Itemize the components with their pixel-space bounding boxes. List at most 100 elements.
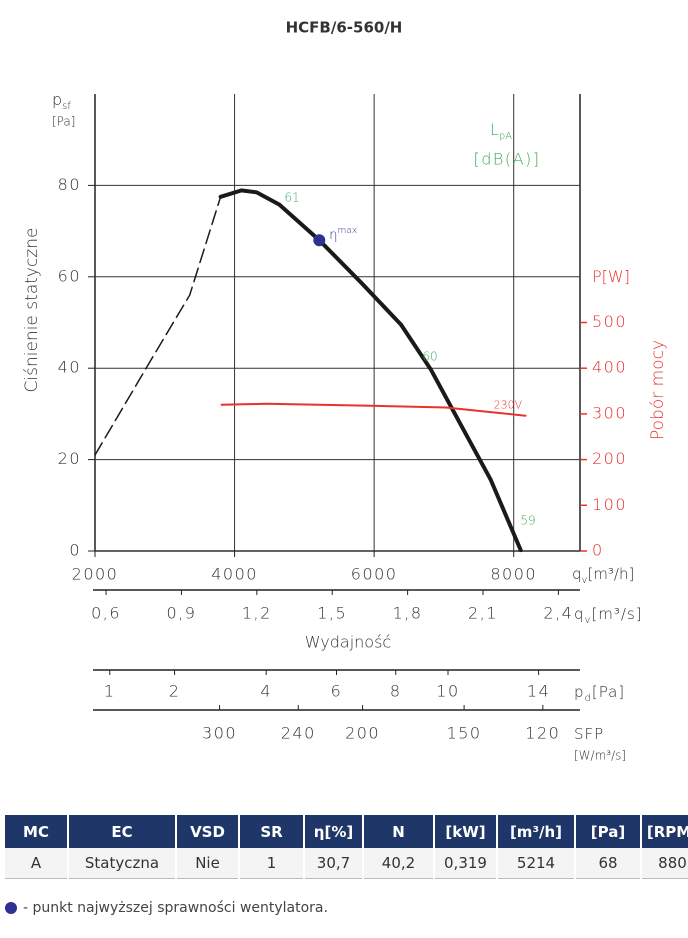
extra-axis-symbol-part: v — [585, 615, 592, 626]
chart-title: HCFB/6-560/H — [286, 19, 403, 37]
extra-axis-symbol-part: p — [574, 683, 585, 701]
extra-axis-tick-label: 2 — [169, 682, 181, 701]
extra-axis-tick-label: 120 — [525, 724, 560, 743]
x-symbol-part: q — [572, 565, 582, 583]
extra-axis-tick-label: 0,9 — [166, 604, 196, 623]
x-symbol-part: [m³/h] — [587, 565, 634, 583]
y-tick-label: 60 — [58, 266, 81, 285]
table-cell: 30,7 — [304, 848, 364, 879]
efficiency-marker — [313, 234, 326, 247]
extra-axis-tick-label: 200 — [345, 724, 380, 743]
y2-tick-label: 500 — [592, 312, 627, 331]
extra-axis-tick-label: 2,1 — [468, 604, 498, 623]
table-cell: Nie — [176, 848, 240, 879]
table-cell: 40,2 — [363, 848, 435, 879]
extra-axis-tick-label: 1,8 — [393, 604, 423, 623]
marker-label-part: η — [329, 228, 337, 243]
chart: HCFB/6-560/H Ciśnienie statyczne Wydajno… — [22, 19, 668, 763]
footnote: - punkt najwyższej sprawności wentylator… — [5, 900, 328, 916]
table-row: A Statyczna Nie 1 30,7 40,2 0,319 5214 68 880 — [5, 848, 688, 879]
y-axis-label: Ciśnienie statyczne — [22, 228, 42, 393]
table-cell: 5214 — [497, 848, 576, 879]
y-symbol-part: sf — [62, 101, 71, 112]
legend-dot — [5, 902, 17, 914]
footnote-text: - punkt najwyższej sprawności wentylator… — [23, 900, 328, 916]
y-symbol-part: p — [52, 90, 62, 109]
extra-axis-symbol: SFP — [574, 725, 604, 743]
extra-axis-tick-label: 4 — [260, 682, 272, 701]
extra-axis-symbol-part: [Pa] — [592, 683, 625, 701]
y2-symbol: P[W] — [592, 267, 630, 286]
sound-annotation: 59 — [520, 514, 535, 528]
y2-tick-label: 200 — [592, 449, 627, 468]
table-body: A Statyczna Nie 1 30,7 40,2 0,319 5214 68 880 — [5, 848, 688, 879]
extra-axis-symbol-part: [m³/s] — [591, 605, 642, 623]
extra-axis-tick-label: 2,4 — [543, 604, 573, 623]
sound-symbol-part: L — [490, 120, 499, 139]
y2-tick-label: 0 — [592, 541, 604, 560]
extra-axis-tick-label: 1 — [104, 682, 116, 701]
y-tick-label: 20 — [58, 449, 81, 468]
table-header-cell: SR — [239, 815, 305, 848]
sound-unit: [dB(A)] — [473, 150, 540, 169]
table-header-cell: [RPM] — [641, 815, 688, 848]
table-header-cell: VSD — [176, 815, 240, 848]
extra-axis-tick-label: 0,6 — [91, 604, 121, 623]
extra-axis-symbol: qv[m³/s] — [574, 605, 643, 626]
extra-axis-tick-label: 10 — [436, 682, 459, 701]
extra-axis-symbol-part: d — [585, 693, 592, 704]
y-tick-label: 80 — [58, 175, 81, 194]
series-label: 230V — [494, 399, 523, 412]
extra-axis-tick-label: 1,2 — [242, 604, 272, 623]
table-cell: 0,319 — [434, 848, 498, 879]
pressure-curve — [218, 188, 523, 553]
y-tick-label: 40 — [58, 358, 81, 377]
y2-tick-label: 400 — [592, 358, 627, 377]
y2-symbol-part: P — [592, 267, 602, 286]
table-cell: A — [5, 848, 69, 879]
table-cell: 880 — [641, 848, 688, 879]
table-header-cell: EC — [68, 815, 177, 848]
y2-tick-label: 300 — [592, 403, 627, 422]
x-tick-label: 2000 — [72, 565, 119, 584]
extra-axis-symbol: pd[Pa] — [574, 683, 625, 704]
extra-axis-tick-label: 14 — [527, 682, 550, 701]
x-symbol-part: v — [582, 575, 588, 586]
sound-annotation: 61 — [284, 191, 299, 205]
extra-axis-tick-label: 8 — [390, 682, 402, 701]
table-header-cell: N — [363, 815, 435, 848]
table-header-cell: [kW] — [434, 815, 498, 848]
x-tick-label: 8000 — [490, 565, 537, 584]
y-unit: [Pa] — [52, 115, 75, 129]
sound-symbol-part: pA — [499, 131, 512, 142]
table-header-cell: [m³/h] — [497, 815, 576, 848]
extra-axis-symbol-part: q — [574, 605, 585, 623]
extra-axis-symbol-part: SFP — [574, 725, 604, 743]
sound-annotation: 60 — [422, 350, 437, 364]
extra-axis-tick-label: 300 — [202, 724, 237, 743]
extra-axis-tick-label: 1,5 — [317, 604, 347, 623]
y-symbol: psf — [52, 90, 71, 112]
extra-axis-unit: [W/m³/s] — [574, 749, 626, 763]
extra-axis-tick-label: 240 — [281, 724, 316, 743]
x-tick-label: 4000 — [211, 565, 258, 584]
y-tick-label: 0 — [69, 541, 81, 560]
table-cell: 1 — [239, 848, 305, 879]
table-header-cell: MC — [5, 815, 69, 848]
y2-symbol-part: [W] — [602, 267, 630, 286]
x-tick-label: 6000 — [351, 565, 398, 584]
extra-axis-tick-label: 150 — [447, 724, 482, 743]
x-symbol: qv[m³/h] — [572, 565, 634, 586]
table-cell: 68 — [575, 848, 642, 879]
power-curve — [220, 402, 527, 417]
y2-axis-label: Pobór mocy — [648, 340, 668, 440]
marker-label: ηmax — [329, 226, 357, 243]
table-header-cell: η[%] — [304, 815, 364, 848]
marker-label-part: max — [338, 226, 358, 236]
x-axis-label: Wydajność — [305, 633, 391, 652]
pressure-curve — [94, 196, 222, 456]
